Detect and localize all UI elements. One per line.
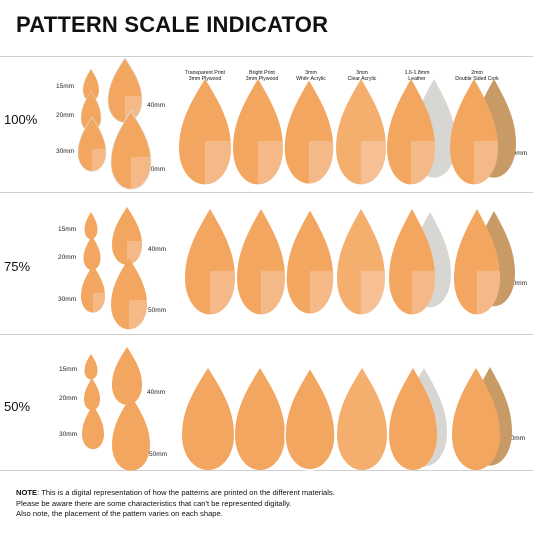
size-label-20mm: 20mm [56,112,75,119]
size-label-20mm: 20mm [59,395,78,402]
scale-label-75: 75% [4,259,31,274]
size-label-50mm: 50mm [148,307,167,314]
scale-label-100: 100% [4,112,38,127]
divider-1 [0,192,533,193]
size-label-40mm: 40mm [147,389,166,396]
divider-top [0,56,533,57]
divider-2 [0,334,533,335]
size-label-30mm: 30mm [59,431,78,438]
material-bright-plywood: Bright Print 3mm Plywood [245,70,279,83]
size-label-15mm: 15mm [56,83,75,90]
note-label: NOTE [16,488,38,497]
note-line-2: Please be aware there are some character… [16,498,292,508]
size-label-40mm: 40mm [148,246,167,253]
note-line-3: Also note, the placement of the pattern … [16,509,223,518]
size-label-60mm: 60mm [509,280,528,287]
size-label-60mm: 60mm [509,150,528,157]
size-label-15mm: 15mm [58,226,77,233]
divider-bottom [0,470,533,471]
size-label-15mm: 15mm [59,366,78,373]
size-label-30mm: 30mm [56,148,75,155]
size-label-50mm: 50mm [147,166,166,173]
material-white-acrylic: 3mm White Acrylic [296,70,326,83]
material-cork: 2mm Double Sided Cork [455,70,499,83]
size-label-40mm: 40mm [147,102,166,109]
page-title: PATTERN SCALE INDICATOR [16,12,329,37]
size-label-20mm: 20mm [58,254,77,261]
note-line-1: : This is a digital representation of ho… [37,488,335,497]
size-label-50mm: 50mm [149,451,168,458]
size-label-60mm: 60mm [507,435,526,442]
material-leather: 1.6-1.8mm Leather [404,70,430,83]
size-label-30mm: 30mm [58,296,77,303]
material-clear-acrylic: 3mm Clear Acrylic [347,70,377,83]
disclaimer-note: NOTE: This is a digital representation o… [16,488,521,520]
scale-label-50: 50% [4,399,31,414]
